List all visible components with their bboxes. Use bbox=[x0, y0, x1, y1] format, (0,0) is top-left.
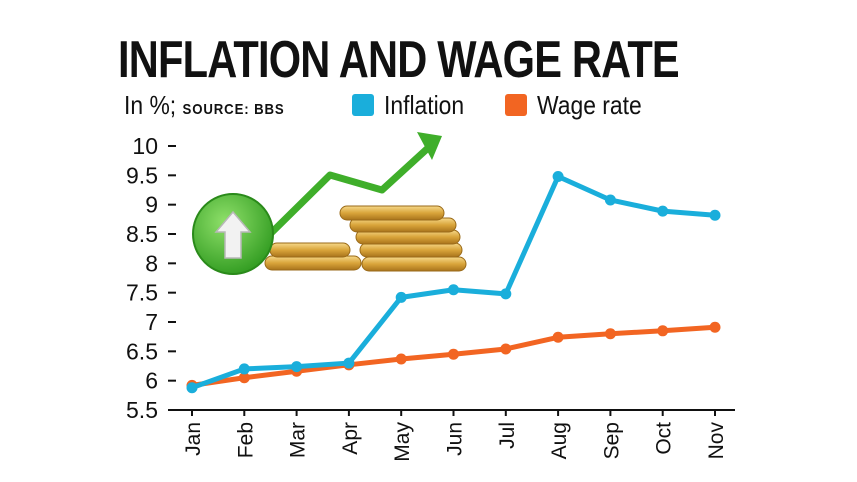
y-tick-label: 5.5 bbox=[126, 397, 158, 423]
y-tick-label: 9.5 bbox=[126, 162, 158, 188]
legend-label-wage: Wage rate bbox=[537, 90, 642, 120]
data-point-wage bbox=[395, 353, 407, 365]
data-point-wage bbox=[604, 328, 616, 340]
chart-subtitle: In %; SOURCE: BBS bbox=[124, 92, 285, 118]
x-tick-label: Apr bbox=[339, 422, 362, 455]
data-point-wage bbox=[657, 325, 669, 337]
x-tick-label: Mar bbox=[287, 422, 310, 458]
data-point-inflation bbox=[709, 209, 721, 221]
y-axis: 10 9.5 9 8.5 8 7.5 7 6.5 6 5.5 bbox=[126, 133, 176, 423]
x-tick-label: May bbox=[391, 422, 414, 462]
data-point-inflation bbox=[552, 171, 564, 183]
y-tick-label: 7 bbox=[145, 309, 158, 335]
data-point-inflation bbox=[395, 291, 407, 303]
data-point-wage bbox=[238, 372, 250, 384]
data-point-wage bbox=[552, 331, 564, 343]
legend-swatch-inflation bbox=[352, 94, 374, 116]
data-point-wage bbox=[500, 343, 512, 355]
data-point-inflation bbox=[291, 361, 303, 373]
chart-title: INFLATION AND WAGE RATE bbox=[118, 31, 680, 89]
x-tick-label: Jan bbox=[182, 422, 205, 456]
legend-swatch-wage bbox=[505, 94, 528, 116]
data-point-wage bbox=[448, 348, 459, 360]
y-tick-label: 6 bbox=[145, 368, 158, 394]
series-layer bbox=[186, 171, 721, 394]
data-point-inflation bbox=[657, 205, 669, 217]
data-point-inflation bbox=[500, 288, 512, 300]
x-axis: Jan Feb Mar Apr May Jun Jul Aug Sep Oct Nov bbox=[176, 409, 735, 462]
unit-label: In %; bbox=[124, 90, 177, 120]
coin-stack-icon bbox=[264, 205, 467, 272]
rising-arrow-icon bbox=[258, 132, 442, 246]
x-tick-label: Oct bbox=[653, 422, 676, 455]
data-point-wage bbox=[709, 321, 721, 333]
legend-label-inflation: Inflation bbox=[384, 90, 465, 120]
x-tick-label: Nov bbox=[705, 422, 728, 460]
y-tick-label: 9 bbox=[145, 192, 158, 218]
data-point-inflation bbox=[186, 382, 198, 394]
y-tick-label: 8.5 bbox=[126, 221, 158, 247]
y-tick-label: 10 bbox=[132, 133, 158, 159]
data-point-inflation bbox=[343, 357, 355, 369]
source-label: SOURCE: BBS bbox=[182, 101, 285, 118]
data-point-inflation bbox=[604, 194, 616, 206]
data-point-inflation bbox=[238, 363, 250, 375]
legend: Inflation Wage rate bbox=[352, 92, 686, 118]
x-tick-label: Aug bbox=[548, 422, 571, 459]
data-point-inflation bbox=[448, 284, 459, 296]
x-tick-label: Jul bbox=[496, 422, 519, 449]
x-tick-label: Jun bbox=[444, 422, 467, 456]
up-arrow-badge-icon bbox=[192, 193, 274, 275]
legend-item-inflation: Inflation bbox=[352, 92, 475, 118]
y-tick-label: 7.5 bbox=[126, 280, 158, 306]
y-tick-label: 6.5 bbox=[126, 338, 158, 364]
x-tick-label: Feb bbox=[234, 422, 257, 458]
legend-item-wage: Wage rate bbox=[505, 92, 656, 118]
y-tick-label: 8 bbox=[145, 250, 158, 276]
rising-money-illustration bbox=[192, 132, 467, 275]
x-tick-label: Sep bbox=[600, 422, 623, 459]
